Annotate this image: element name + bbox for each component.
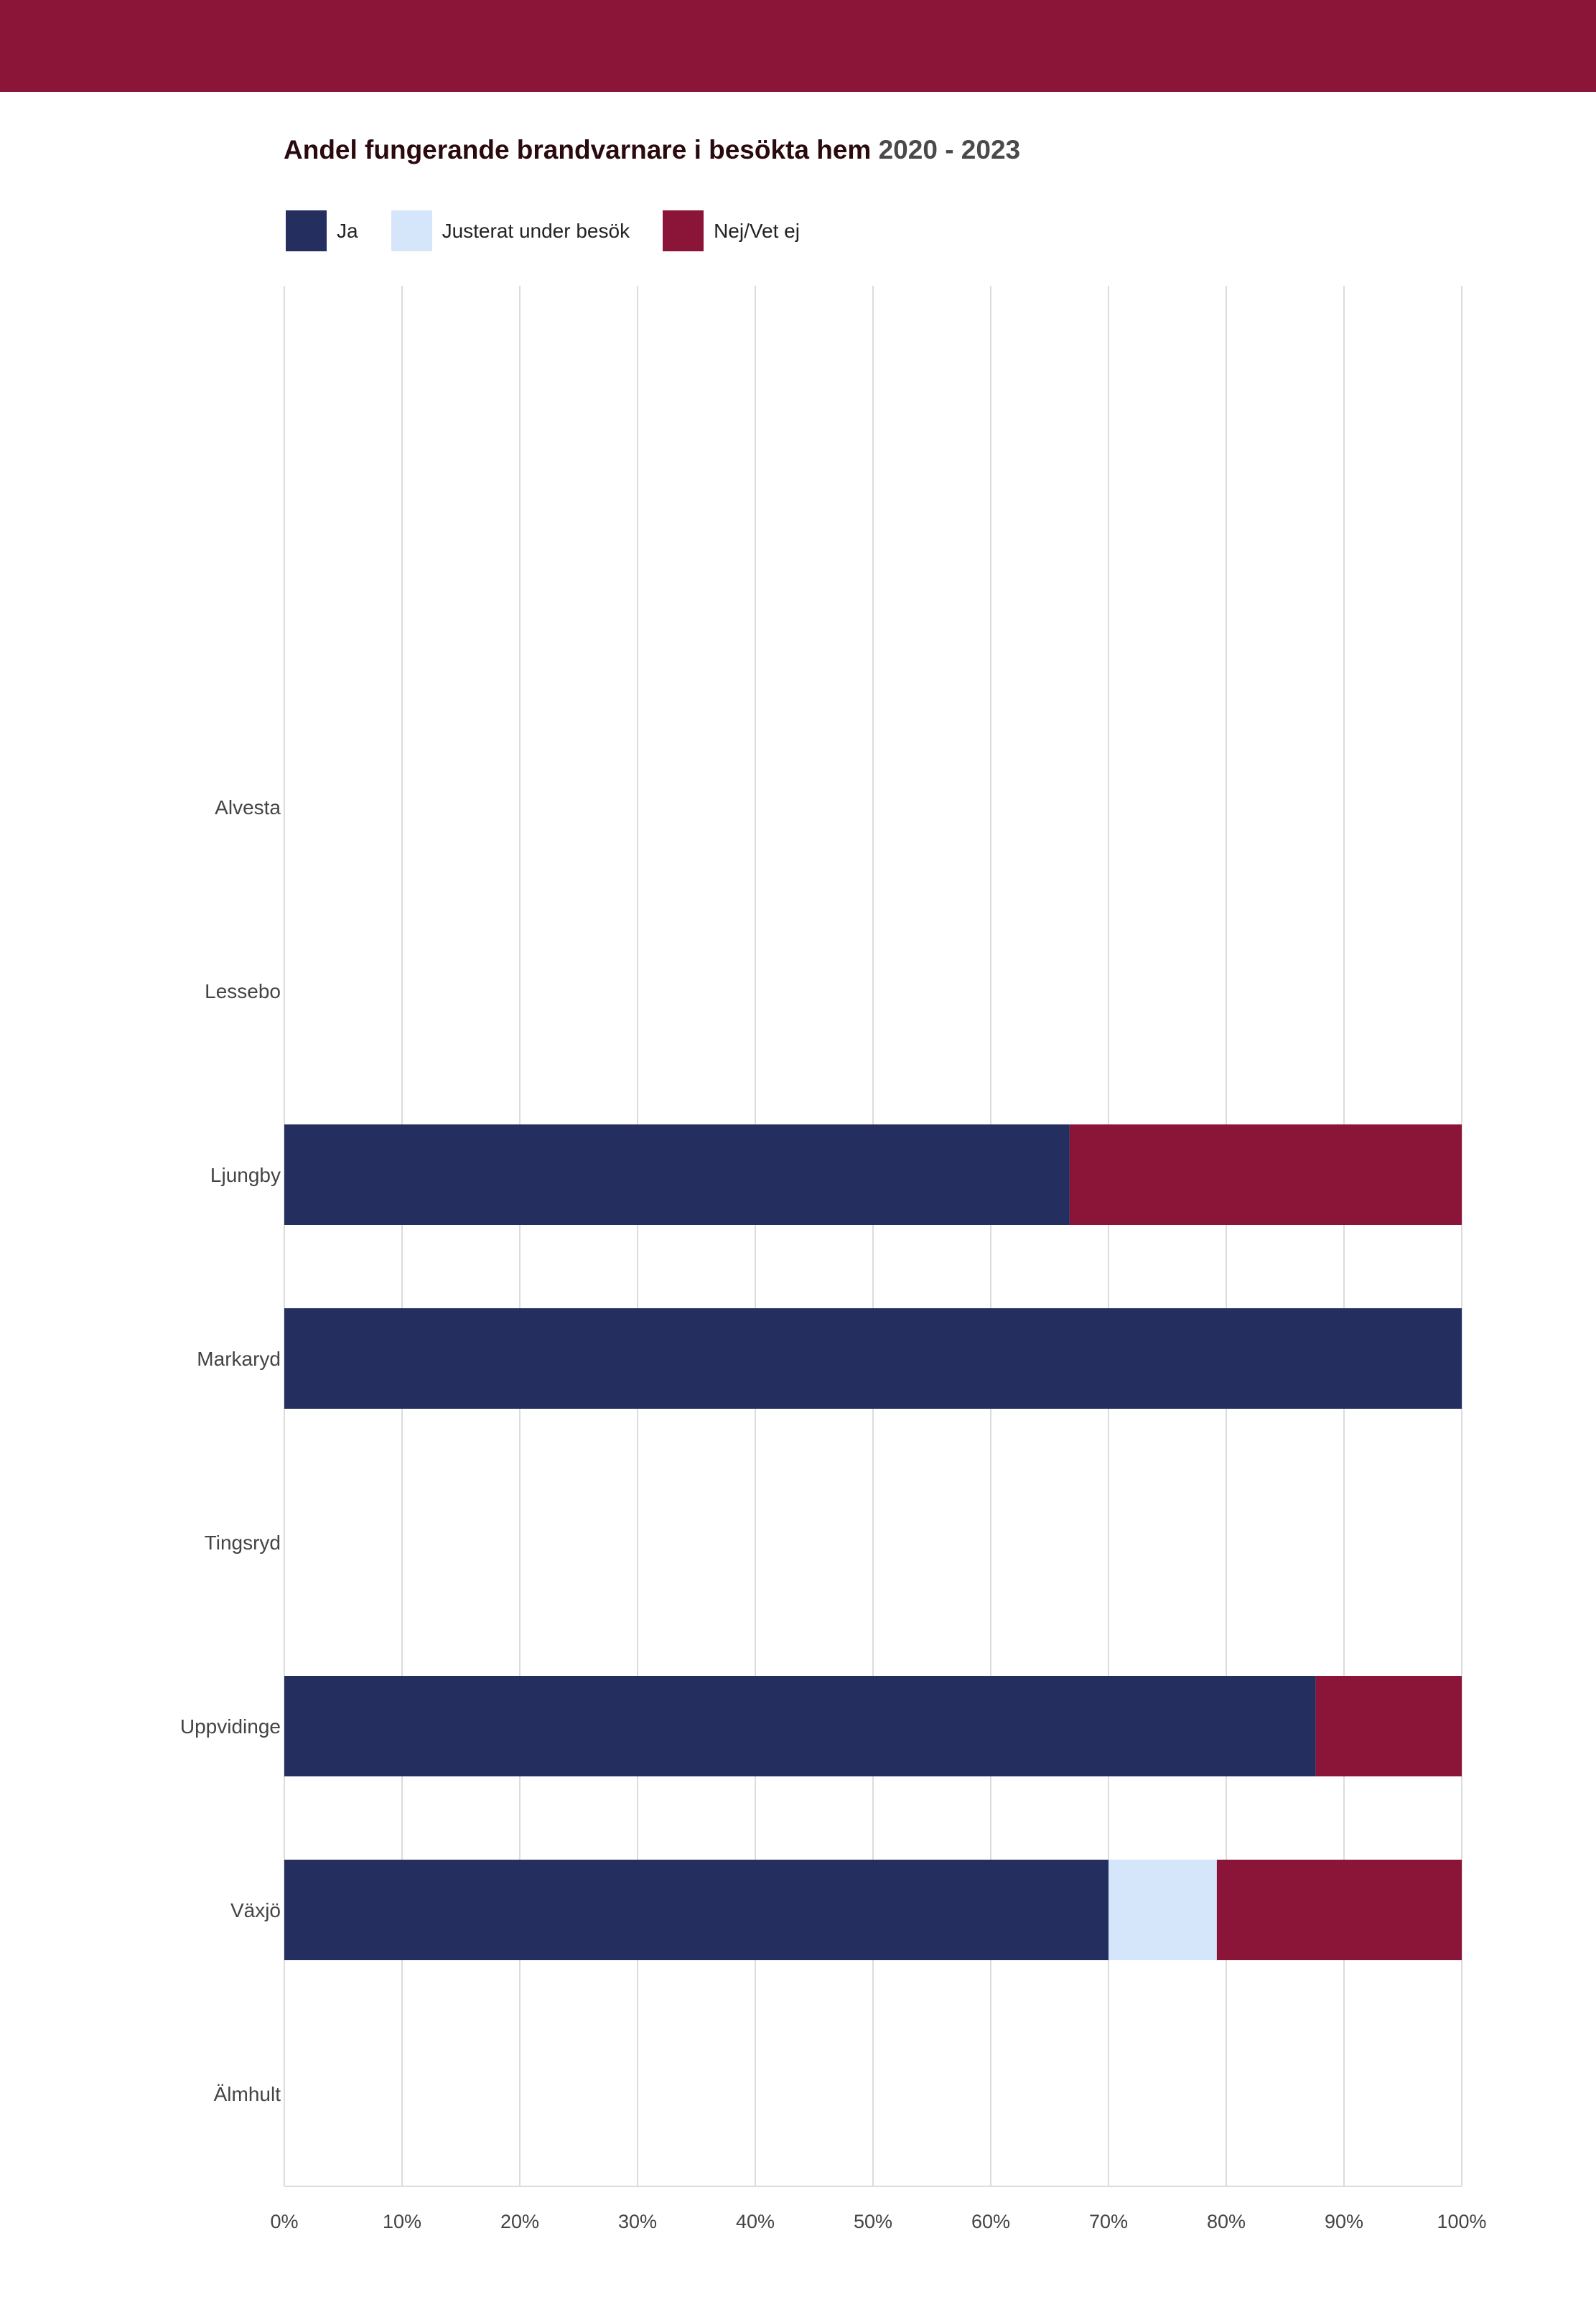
x-tick-label: 0% — [270, 2211, 298, 2232]
bar-segment — [1216, 1860, 1462, 1960]
bar-segment — [284, 1676, 1316, 1776]
bar-segment — [1315, 1676, 1462, 1776]
header-band — [0, 0, 1596, 92]
x-tick-label: 50% — [854, 2211, 892, 2232]
legend-label-nej: Nej/Vet ej — [714, 219, 800, 242]
x-tick-label: 70% — [1089, 2211, 1128, 2232]
category-label: Lessebo — [205, 980, 281, 1002]
x-tick-label: 30% — [618, 2211, 657, 2232]
chart-title-years: 2020 - 2023 — [878, 135, 1021, 164]
category-label: Ljungby — [210, 1164, 281, 1186]
x-tick-label: 10% — [383, 2211, 421, 2232]
bar-segment — [1109, 1860, 1217, 1960]
category-label: Markaryd — [197, 1348, 281, 1370]
bar-segment — [284, 1860, 1109, 1960]
x-tick-label: 20% — [500, 2211, 539, 2232]
x-tick-label: 40% — [736, 2211, 775, 2232]
chart-title: Andel fungerande brandvarnare i besökta … — [284, 135, 1020, 165]
category-label: Alvesta — [215, 796, 281, 819]
legend-item-ja: Ja — [286, 210, 358, 251]
category-label: Älmhult — [214, 2083, 281, 2105]
legend-label-justerat: Justerat under besök — [442, 219, 630, 242]
bar-segment — [1069, 1124, 1462, 1225]
x-tick-label: 100% — [1437, 2211, 1486, 2232]
x-tick-label: 90% — [1325, 2211, 1363, 2232]
legend-label-ja: Ja — [337, 219, 358, 242]
category-label: Uppvidinge — [180, 1715, 281, 1738]
legend-item-nej: Nej/Vet ej — [663, 210, 800, 251]
legend-item-justerat: Justerat under besök — [391, 210, 630, 251]
bar-segment — [284, 1124, 1070, 1225]
legend-swatch-justerat — [391, 210, 432, 251]
x-tick-label: 60% — [971, 2211, 1010, 2232]
chart-title-main: Andel fungerande brandvarnare i besökta … — [284, 135, 872, 164]
bar-segment — [284, 1308, 1462, 1409]
category-label: Växjö — [230, 1899, 281, 1921]
legend-swatch-ja — [286, 210, 327, 251]
chart-legend: Ja Justerat under besök Nej/Vet ej — [286, 210, 833, 251]
x-tick-label: 80% — [1207, 2211, 1246, 2232]
category-label: Tingsryd — [205, 1532, 281, 1554]
legend-swatch-nej — [663, 210, 704, 251]
